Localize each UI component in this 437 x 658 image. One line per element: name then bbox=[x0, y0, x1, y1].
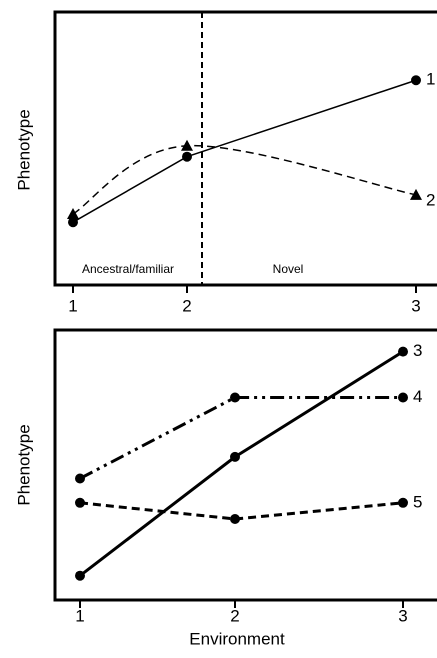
series-label: 1 bbox=[426, 70, 435, 89]
series-line bbox=[79, 350, 404, 577]
marker bbox=[411, 75, 421, 86]
marker bbox=[75, 473, 85, 484]
series-line bbox=[72, 144, 417, 215]
marker bbox=[67, 208, 79, 220]
series-label: 2 bbox=[426, 190, 435, 209]
y-axis-label: Phenotype bbox=[14, 109, 33, 190]
y-axis-label: Phenotype bbox=[14, 424, 33, 505]
marker bbox=[181, 139, 193, 151]
plot-frame bbox=[53, 328, 437, 602]
series-label: 3 bbox=[413, 341, 422, 360]
series-label: 4 bbox=[413, 387, 422, 406]
x-tick-label: 3 bbox=[398, 606, 407, 625]
marker bbox=[68, 217, 78, 228]
x-tick-label: 2 bbox=[230, 606, 239, 625]
marker bbox=[410, 188, 422, 200]
x-tick-label: 3 bbox=[411, 296, 420, 315]
series-line bbox=[79, 501, 404, 521]
marker bbox=[230, 514, 240, 524]
annotation: Ancestral/familiar bbox=[82, 262, 174, 276]
marker bbox=[182, 151, 192, 162]
x-axis-label: Environment bbox=[189, 629, 285, 648]
x-tick-label: 2 bbox=[182, 296, 191, 315]
x-tick-label: 1 bbox=[68, 296, 77, 315]
x-tick-label: 1 bbox=[75, 606, 84, 625]
marker bbox=[75, 497, 85, 508]
plot-frame bbox=[53, 10, 437, 287]
marker bbox=[230, 451, 240, 462]
marker bbox=[230, 392, 240, 403]
marker bbox=[398, 392, 408, 403]
marker bbox=[398, 497, 408, 508]
series-label: 5 bbox=[413, 492, 422, 511]
annotation: Novel bbox=[273, 262, 304, 276]
series-line bbox=[79, 396, 403, 480]
marker bbox=[398, 346, 408, 357]
series-line bbox=[72, 79, 417, 223]
marker bbox=[75, 570, 85, 581]
